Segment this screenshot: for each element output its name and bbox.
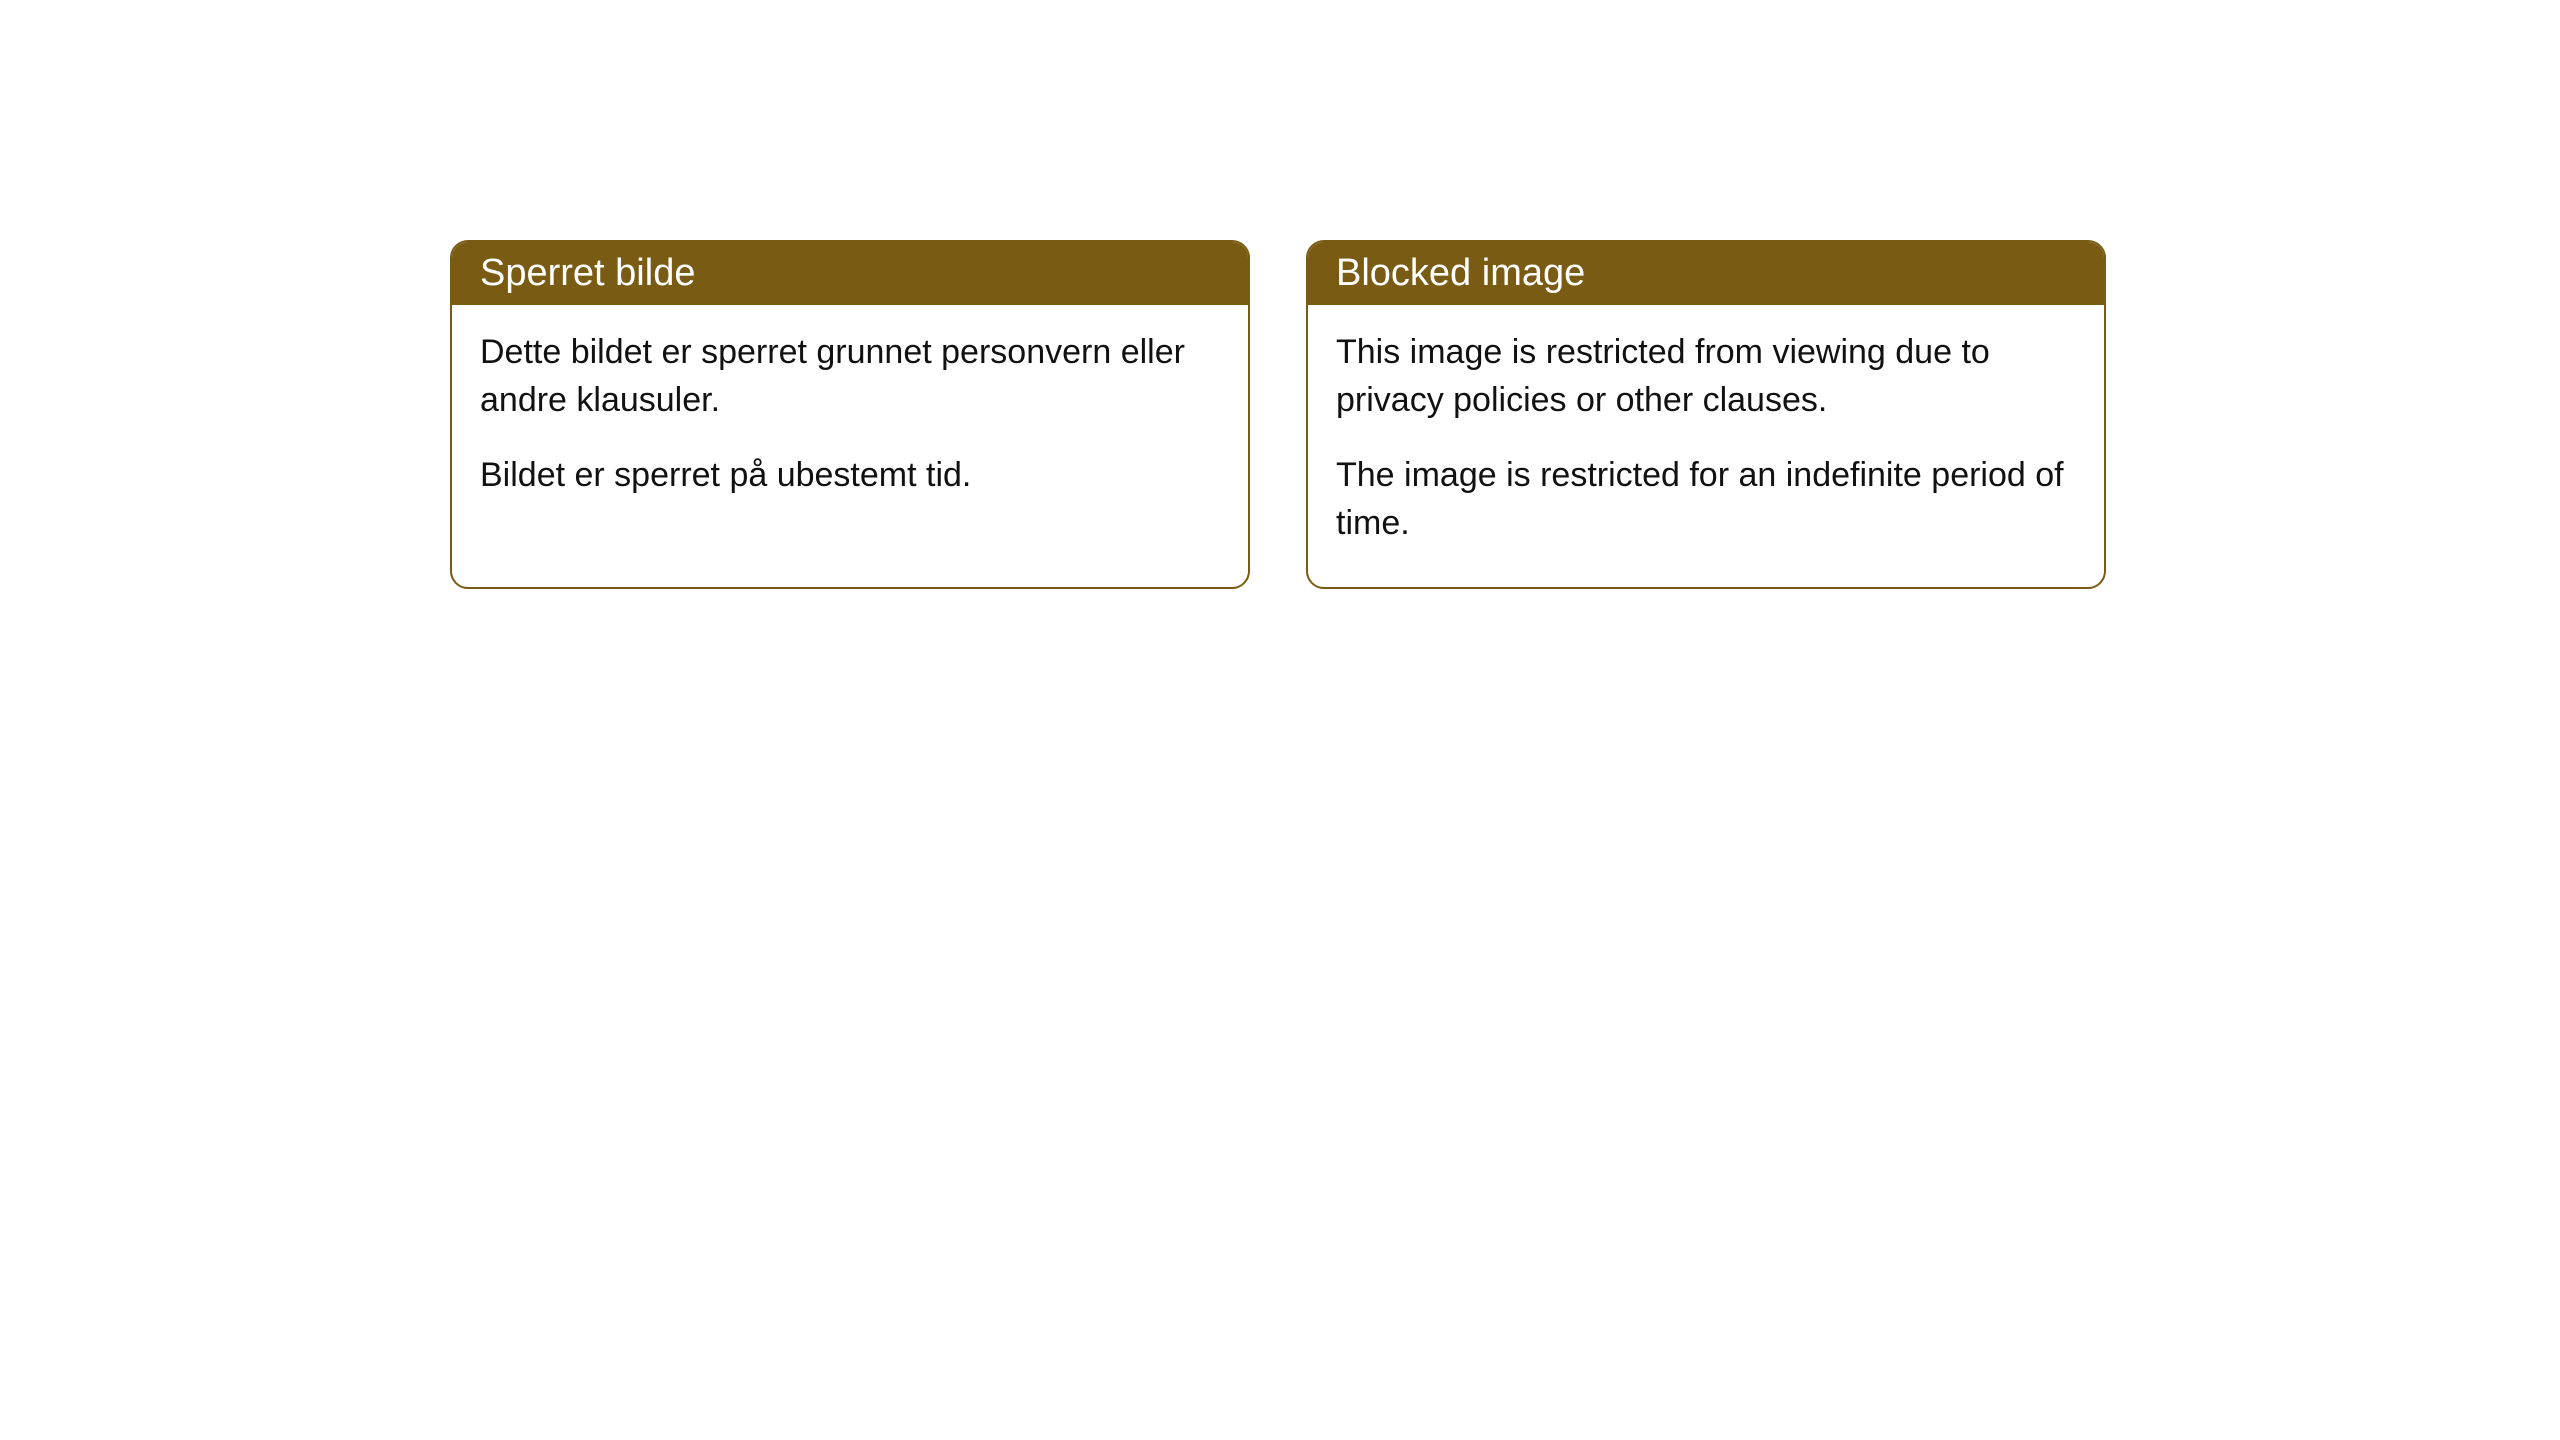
card-paragraph: Dette bildet er sperret grunnet personve… [480,329,1220,424]
card-paragraph: Bildet er sperret på ubestemt tid. [480,452,1220,500]
notice-card-english: Blocked image This image is restricted f… [1306,240,2106,589]
card-paragraph: The image is restricted for an indefinit… [1336,452,2076,547]
card-paragraph: This image is restricted from viewing du… [1336,329,2076,424]
card-title: Blocked image [1336,252,1585,294]
card-body: Dette bildet er sperret grunnet personve… [452,305,1248,540]
card-title: Sperret bilde [480,252,695,294]
card-header: Sperret bilde [452,242,1248,305]
card-body: This image is restricted from viewing du… [1308,305,2104,587]
notice-cards-container: Sperret bilde Dette bildet er sperret gr… [450,240,2106,589]
notice-card-norwegian: Sperret bilde Dette bildet er sperret gr… [450,240,1250,589]
card-header: Blocked image [1308,242,2104,305]
